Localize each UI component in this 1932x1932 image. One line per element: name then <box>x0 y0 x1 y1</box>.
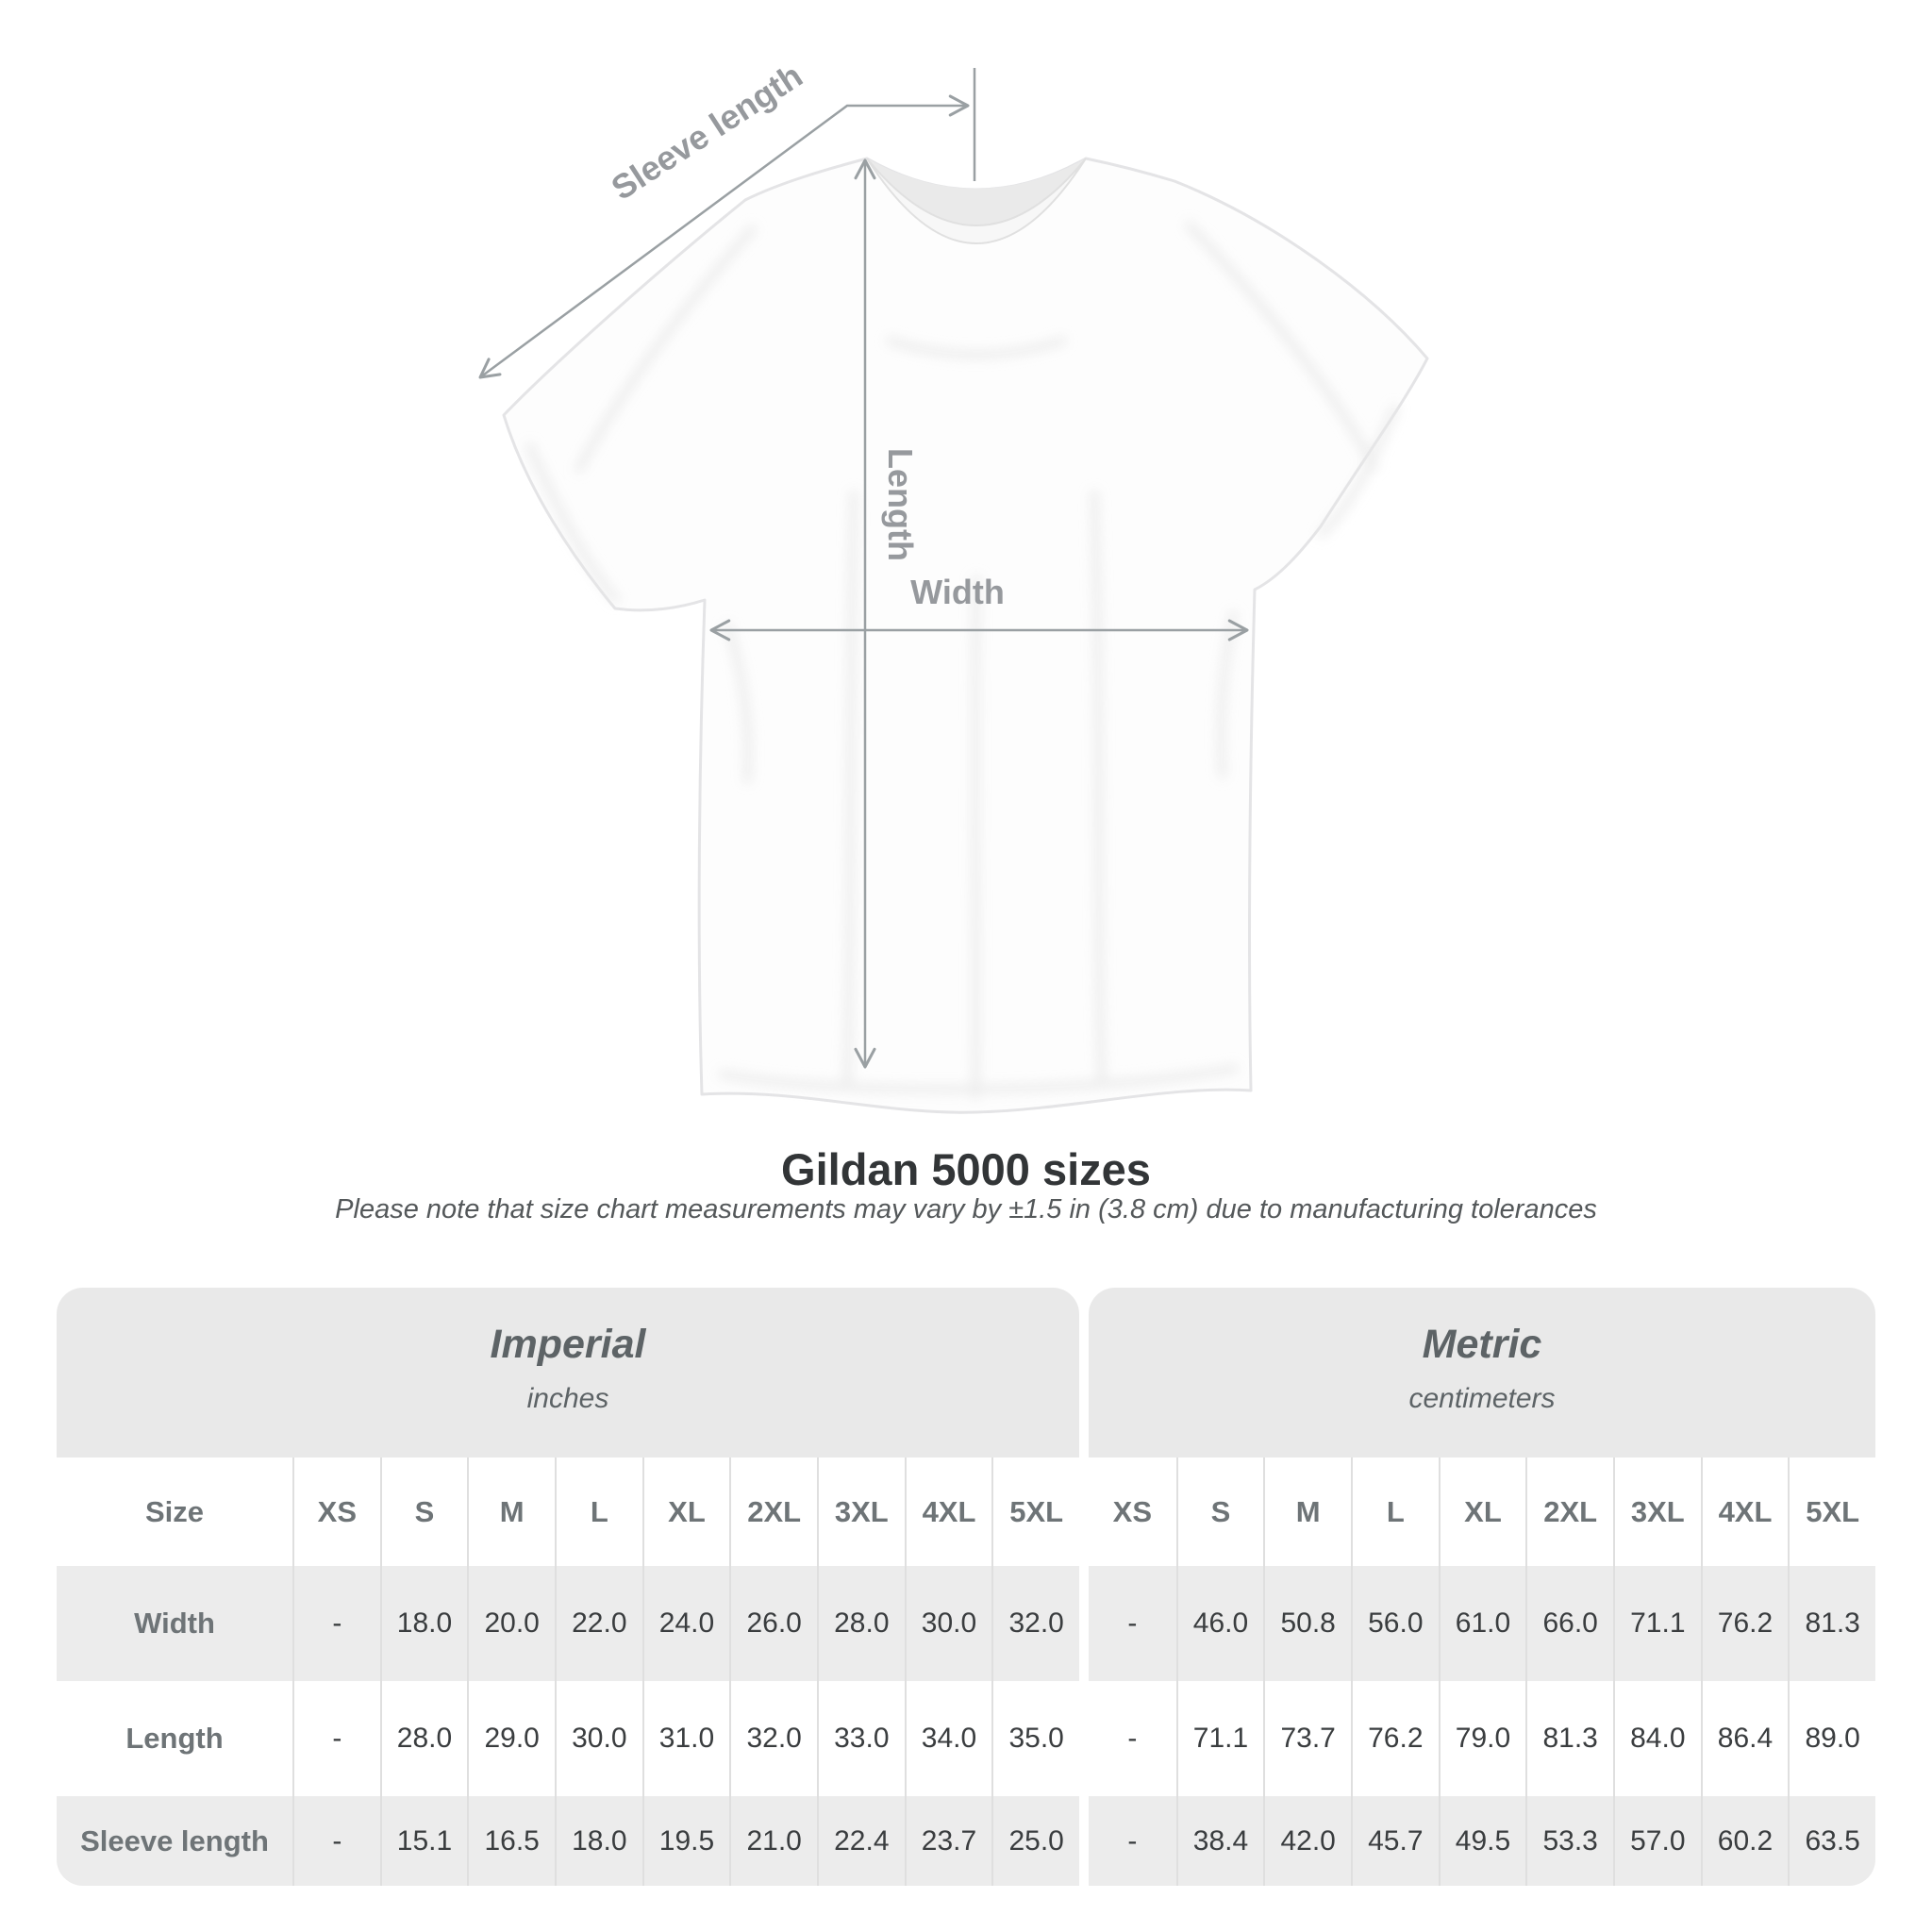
imperial-section-header: Imperial inches <box>57 1288 1079 1457</box>
imperial-section-title: Imperial <box>490 1321 646 1367</box>
size-header-imperial-S: S <box>379 1457 468 1566</box>
cell-metric: 81.3 <box>1525 1681 1613 1796</box>
cell-imperial: 19.5 <box>641 1796 730 1886</box>
cell-imperial: 26.0 <box>729 1566 817 1681</box>
cell-metric: - <box>1088 1566 1176 1681</box>
cell-imperial: 22.0 <box>554 1566 642 1681</box>
cell-metric: 89.0 <box>1788 1681 1875 1796</box>
cell-metric: 49.5 <box>1438 1796 1526 1886</box>
size-grid: Imperial inches Metric centimeters Size X… <box>57 1288 1875 1886</box>
cell-imperial: 28.0 <box>379 1681 468 1796</box>
size-header-metric-2XL: 2XL <box>1525 1457 1613 1566</box>
page-title: Gildan 5000 sizes <box>781 1144 1151 1194</box>
sleeve-length-line <box>478 94 970 379</box>
cell-imperial: - <box>292 1796 380 1886</box>
cell-imperial: 30.0 <box>904 1566 992 1681</box>
cell-imperial: 35.0 <box>991 1681 1079 1796</box>
cell-imperial: 34.0 <box>904 1681 992 1796</box>
size-header-metric-4XL: 4XL <box>1700 1457 1789 1566</box>
cell-imperial: 29.0 <box>467 1681 555 1796</box>
size-header-metric-XL: XL <box>1438 1457 1526 1566</box>
row-label: Width <box>57 1566 292 1681</box>
cell-imperial: - <box>292 1566 380 1681</box>
cell-metric: 71.1 <box>1612 1566 1701 1681</box>
cell-metric: - <box>1088 1681 1176 1796</box>
size-header-metric-5XL: 5XL <box>1788 1457 1875 1566</box>
cell-imperial: 32.0 <box>729 1681 817 1796</box>
size-header-metric-3XL: 3XL <box>1612 1457 1701 1566</box>
cell-metric: 57.0 <box>1612 1796 1701 1886</box>
tshirt-measurement-diagram: Sleeve length Length Width <box>478 56 1429 1114</box>
cell-metric: 50.8 <box>1263 1566 1351 1681</box>
cell-metric: 76.2 <box>1700 1566 1789 1681</box>
size-header-imperial-M: M <box>467 1457 555 1566</box>
cell-metric: 73.7 <box>1263 1681 1351 1796</box>
cell-metric: 86.4 <box>1700 1681 1789 1796</box>
cell-metric: 61.0 <box>1438 1566 1526 1681</box>
width-label: Width <box>910 573 1005 611</box>
size-header-imperial-XL: XL <box>641 1457 730 1566</box>
length-label: Length <box>881 448 920 561</box>
metric-section-title: Metric <box>1422 1321 1542 1367</box>
cell-metric: 66.0 <box>1525 1566 1613 1681</box>
cell-imperial: 18.0 <box>554 1796 642 1886</box>
cell-metric: 63.5 <box>1788 1796 1875 1886</box>
cell-imperial: 15.1 <box>379 1796 468 1886</box>
cell-imperial: 23.7 <box>904 1796 992 1886</box>
cell-imperial: 25.0 <box>991 1796 1079 1886</box>
cell-metric: 60.2 <box>1700 1796 1789 1886</box>
cell-imperial: - <box>292 1681 380 1796</box>
cell-imperial: 21.0 <box>729 1796 817 1886</box>
cell-metric: 56.0 <box>1350 1566 1439 1681</box>
cell-metric: 71.1 <box>1175 1681 1264 1796</box>
cell-imperial: 16.5 <box>467 1796 555 1886</box>
size-header-metric-XS: XS <box>1088 1457 1176 1566</box>
size-header-imperial-3XL: 3XL <box>816 1457 905 1566</box>
size-table: Imperial inches Metric centimeters Size X… <box>57 1288 1875 1886</box>
size-header-metric-M: M <box>1263 1457 1351 1566</box>
cell-metric: - <box>1088 1796 1176 1886</box>
cell-metric: 81.3 <box>1788 1566 1875 1681</box>
metric-section-unit: centimeters <box>1408 1382 1556 1414</box>
cell-imperial: 22.4 <box>816 1796 905 1886</box>
size-header-metric-L: L <box>1350 1457 1439 1566</box>
cell-imperial: 32.0 <box>991 1566 1079 1681</box>
cell-imperial: 30.0 <box>554 1681 642 1796</box>
size-header-imperial-L: L <box>554 1457 642 1566</box>
cell-metric: 53.3 <box>1525 1796 1613 1886</box>
size-header-imperial-4XL: 4XL <box>904 1457 992 1566</box>
cell-metric: 76.2 <box>1350 1681 1439 1796</box>
cell-metric: 45.7 <box>1350 1796 1439 1886</box>
cell-imperial: 33.0 <box>816 1681 905 1796</box>
cell-metric: 79.0 <box>1438 1681 1526 1796</box>
cell-metric: 42.0 <box>1263 1796 1351 1886</box>
cell-metric: 84.0 <box>1612 1681 1701 1796</box>
size-header-imperial-XS: XS <box>292 1457 380 1566</box>
size-column-header: Size <box>57 1457 292 1566</box>
tshirt-illustration <box>502 157 1429 1114</box>
size-header-imperial-5XL: 5XL <box>991 1457 1079 1566</box>
row-label: Length <box>57 1681 292 1796</box>
size-header-metric-S: S <box>1175 1457 1264 1566</box>
measurement-lines <box>478 68 1249 1069</box>
size-header-imperial-2XL: 2XL <box>729 1457 817 1566</box>
cell-metric: 46.0 <box>1175 1566 1264 1681</box>
cell-imperial: 24.0 <box>641 1566 730 1681</box>
metric-section-header: Metric centimeters <box>1088 1288 1875 1457</box>
cell-imperial: 18.0 <box>379 1566 468 1681</box>
cell-imperial: 28.0 <box>816 1566 905 1681</box>
cell-metric: 38.4 <box>1175 1796 1264 1886</box>
cell-imperial: 20.0 <box>467 1566 555 1681</box>
imperial-section-unit: inches <box>526 1382 609 1414</box>
cell-imperial: 31.0 <box>641 1681 730 1796</box>
row-label: Sleeve length <box>57 1796 292 1886</box>
tolerance-note: Please note that size chart measurements… <box>335 1194 1597 1224</box>
